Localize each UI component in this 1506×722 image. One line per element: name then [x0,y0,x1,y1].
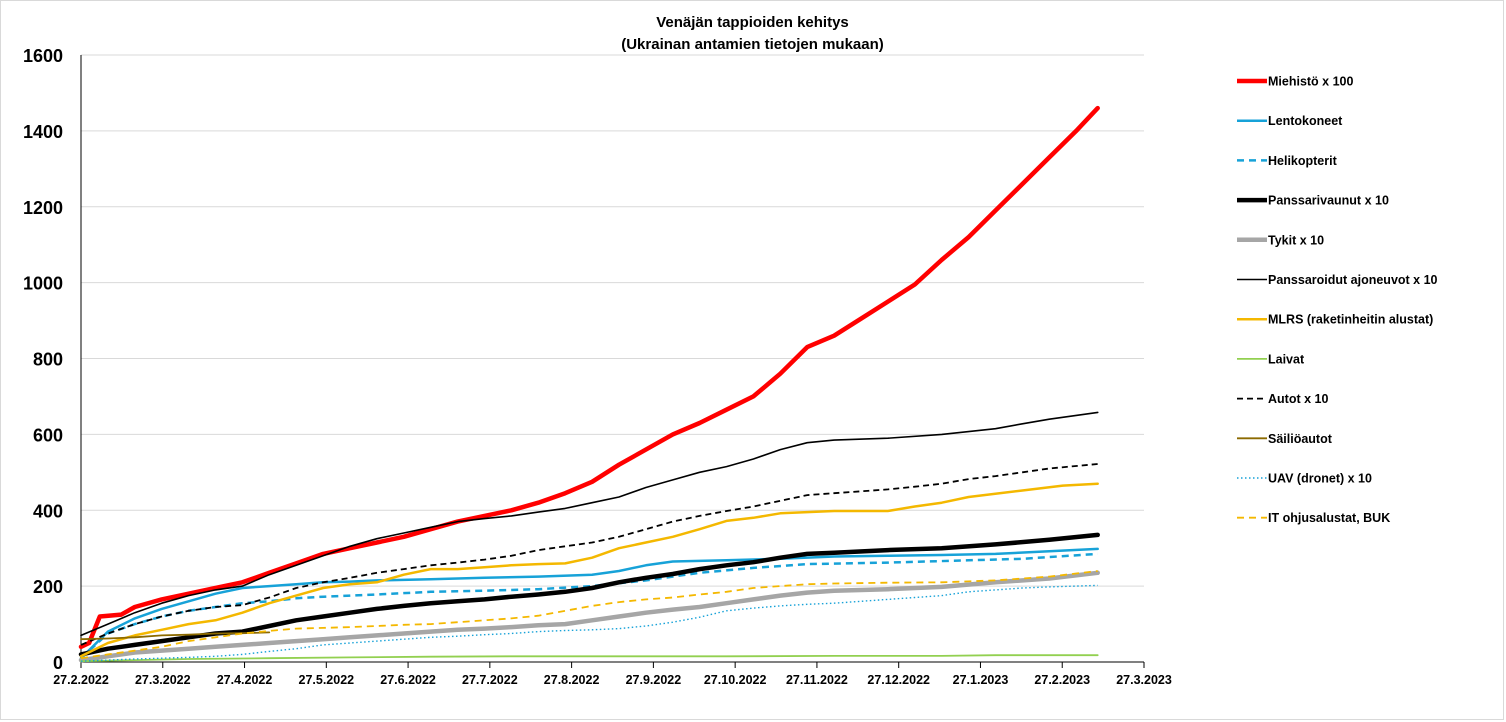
y-tick-label: 800 [33,350,63,370]
legend-label: Lentokoneet [1268,114,1343,128]
series-line [78,105,1100,650]
series-line [79,547,1099,660]
legend-label: Laivat [1268,352,1305,366]
y-axis-tick-labels: 0 200 400 600 800 1000 1200 1400 1600 [23,46,63,673]
gridlines [81,54,1144,587]
x-tick-label: 27.2.2022 [53,673,109,687]
x-tick-label: 27.1.2023 [953,673,1009,687]
x-tick-label: 27.5.2022 [299,673,355,687]
x-tick-label: 27.3.2023 [1116,673,1172,687]
series-line [80,584,1098,662]
series-line [80,654,1099,663]
legend-label: Autot x 10 [1268,392,1328,406]
x-tick-label: 27.8.2022 [544,673,600,687]
x-tick-label: 27.2.2023 [1034,673,1090,687]
y-tick-label: 600 [33,425,63,445]
legend-label: UAV (dronet) x 10 [1268,472,1372,486]
y-tick-label: 200 [33,577,63,597]
series-line [78,532,1100,657]
y-tick-label: 1000 [23,274,63,294]
chart-title: Venäjän tappioiden kehitys [656,14,849,31]
legend-label: Panssaroidut ajoneuvot x 10 [1268,273,1438,287]
x-tick-label: 27.6.2022 [380,673,436,687]
series-line [80,463,1098,646]
x-tick-label: 27.12.2022 [867,673,930,687]
legend-label: Panssarivaunut x 10 [1268,194,1389,208]
legend-label: Helikopterit [1268,154,1338,168]
series-line [80,570,1098,660]
legend-label: Miehistö x 100 [1268,75,1353,89]
legend-label: Säiliöautot [1268,432,1333,446]
y-tick-label: 0 [53,653,63,673]
x-axis-tick-labels: 27.2.2022 27.3.2022 27.4.2022 27.5.2022 27.6… [53,673,1172,687]
x-tick-label: 27.9.2022 [626,673,682,687]
axes [80,55,1145,668]
chart-subtitle: (Ukrainan antamien tietojen mukaan) [621,36,884,53]
series-lines [78,105,1100,663]
x-tick-label: 27.7.2022 [462,673,518,687]
x-tick-label: 27.11.2022 [786,673,848,687]
x-tick-label: 27.4.2022 [217,673,273,687]
y-tick-label: 1600 [23,46,63,66]
legend-label: MLRS (raketinheitin alustat) [1268,313,1433,327]
x-tick-label: 27.10.2022 [704,673,767,687]
x-tick-label: 27.3.2022 [135,673,191,687]
series-line [79,482,1099,658]
y-tick-label: 1200 [23,198,63,218]
legend-label: Tykit x 10 [1268,233,1324,247]
series-line [80,552,1098,660]
legend-label: IT ohjusalustat, BUK [1268,511,1390,525]
legend: Miehistö x 100 Lentokoneet Helikopterit Pan… [1237,75,1438,525]
chart-title-block: Venäjän tappioiden kehitys (Ukrainan ant… [580,12,925,56]
series-line [78,570,1100,663]
y-tick-label: 1400 [23,122,63,142]
series-line [80,411,1099,637]
y-tick-label: 400 [33,501,63,521]
